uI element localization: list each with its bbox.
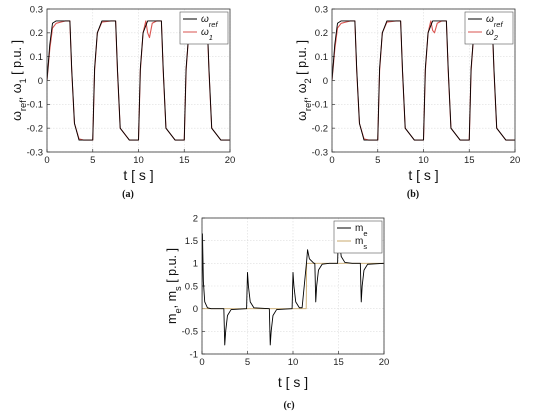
label-part: m	[165, 314, 179, 324]
x-tick-label: 15	[179, 155, 190, 166]
legend-box	[464, 11, 514, 45]
y-tick-label: 0	[323, 76, 328, 87]
y-tick-label: 2	[193, 213, 198, 224]
legend-box	[179, 11, 229, 45]
y-tick-label: -0.2	[27, 123, 43, 134]
y-axis-label: ωref, ω1 [ p.u. ]	[10, 40, 28, 121]
legend-entry: ωref	[201, 14, 218, 29]
label-subscript: 1	[209, 33, 213, 42]
y-tick-label: 0	[38, 76, 43, 87]
label-subscript: 1	[18, 78, 28, 83]
label-subscript: 2	[303, 78, 313, 83]
legend-entry: ms	[355, 236, 367, 251]
y-tick-label: -0.3	[27, 147, 43, 158]
y-tick-label: 0.2	[315, 28, 328, 39]
y-tick-label: 1.5	[185, 236, 198, 247]
x-tick-label: 5	[90, 155, 95, 166]
legend-entry: ω1	[201, 27, 213, 42]
x-tick-label: 10	[288, 357, 299, 368]
plot-frame	[46, 8, 231, 153]
label-part: , ω	[10, 83, 24, 100]
x-axis-label: t [ s ]	[408, 167, 438, 183]
y-tick-label: -0.2	[312, 123, 328, 134]
x-axis-label: t [ s ]	[123, 167, 153, 183]
x-tick-label: 10	[133, 155, 144, 166]
y-tick-label: 0.3	[30, 4, 43, 15]
legend-entry: ω2	[486, 27, 499, 42]
label-part: [ p.u. ]	[165, 248, 179, 286]
panel-caption: (c)	[283, 400, 294, 411]
y-tick-label: -0.1	[312, 100, 328, 111]
label-part: ω	[10, 111, 24, 121]
label-subscript: ref	[303, 100, 313, 111]
label-part: ω	[201, 14, 209, 25]
x-tick-label: 20	[379, 357, 390, 368]
x-tick-label: 20	[510, 155, 521, 166]
label-part: , m	[165, 291, 179, 308]
label-subscript: s	[173, 286, 183, 291]
x-tick-label: 0	[329, 155, 334, 166]
x-axis-label: t [ s ]	[278, 374, 308, 390]
legend-entry: ωref	[486, 14, 503, 29]
label-subscript: ref	[18, 100, 28, 111]
label-subscript: ref	[209, 20, 219, 29]
label-part: [ p.u. ]	[10, 40, 24, 78]
label-subscript: 2	[493, 33, 499, 42]
x-tick-label: 5	[375, 155, 380, 166]
y-axis-label: me, ms [ p.u. ]	[165, 248, 183, 324]
legend-entry: me	[355, 223, 368, 238]
y-tick-label: 0.2	[30, 28, 43, 39]
label-part: ω	[486, 27, 494, 38]
x-tick-label: 0	[44, 155, 49, 166]
label-part: m	[355, 236, 363, 247]
y-axis-label: ωref, ω2 [ p.u. ]	[295, 40, 313, 121]
y-tick-label: 0.5	[185, 281, 198, 292]
series-line-me	[202, 226, 384, 346]
panel-caption: (a)	[122, 189, 134, 200]
label-subscript: e	[363, 229, 367, 238]
legend-box	[333, 220, 383, 254]
label-part: ω	[201, 27, 209, 38]
label-part: , ω	[295, 83, 309, 100]
x-tick-label: 5	[245, 357, 250, 368]
y-tick-label: 0.1	[30, 52, 43, 63]
y-tick-label: 1	[193, 259, 198, 270]
x-tick-label: 15	[464, 155, 475, 166]
y-tick-label: 0.3	[315, 4, 328, 15]
label-subscript: s	[363, 242, 367, 251]
y-tick-label: -0.5	[182, 327, 198, 338]
label-part: [ p.u. ]	[295, 40, 309, 78]
x-tick-label: 10	[418, 155, 429, 166]
x-tick-label: 0	[199, 357, 204, 368]
plot-frame	[331, 8, 516, 153]
label-part: m	[355, 223, 363, 234]
label-subscript: ref	[494, 20, 504, 29]
label-part: ω	[295, 111, 309, 121]
y-tick-label: -0.1	[27, 100, 43, 111]
panel-caption: (b)	[407, 189, 419, 200]
label-subscript: e	[173, 308, 183, 313]
y-tick-label: 0	[193, 304, 198, 315]
label-part: ω	[486, 14, 494, 25]
x-tick-label: 15	[333, 357, 344, 368]
x-tick-label: 20	[225, 155, 236, 166]
y-tick-label: 0.1	[315, 52, 328, 63]
plot-frame	[201, 217, 385, 355]
y-tick-label: -0.3	[312, 147, 328, 158]
y-tick-label: -1	[190, 349, 198, 360]
